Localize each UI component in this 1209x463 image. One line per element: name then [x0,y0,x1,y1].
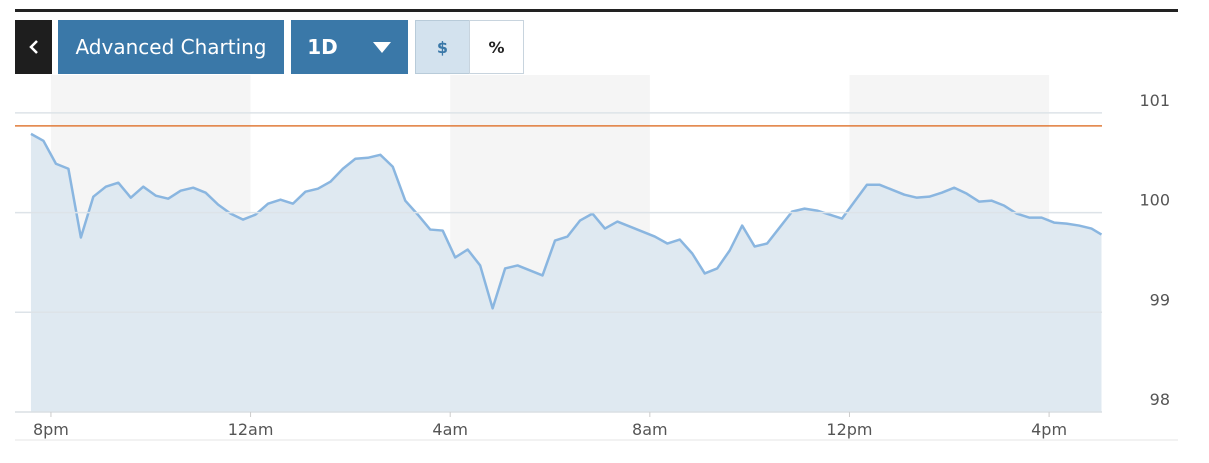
back-button[interactable] [15,20,52,74]
y-tick-label: 98 [1150,390,1170,409]
range-button[interactable]: 1D [291,20,408,74]
x-tick-label: 8pm [33,420,69,439]
y-tick-label: 101 [1139,91,1170,110]
price-line [30,132,1103,310]
x-tick-label: 12pm [826,420,872,439]
time-band [849,75,1050,412]
time-band [50,75,251,412]
x-tick-label: 4pm [1031,420,1067,439]
y-tick-label: 99 [1150,290,1170,309]
x-tick-label: 4am [432,420,468,439]
top-rule [15,9,1178,12]
dollar-toggle[interactable]: $ [415,20,470,74]
x-tick-label: 8am [632,420,668,439]
back-icon [28,40,38,54]
advanced-charting-button[interactable]: Advanced Charting [58,20,284,74]
x-tick-label: 12am [228,420,274,439]
y-tick-label: 100 [1139,191,1170,210]
range-label: 1D [307,35,338,59]
area [30,133,1102,412]
time-band [450,75,650,412]
dropdown-icon [372,42,391,53]
percent-toggle[interactable]: % [469,20,524,74]
